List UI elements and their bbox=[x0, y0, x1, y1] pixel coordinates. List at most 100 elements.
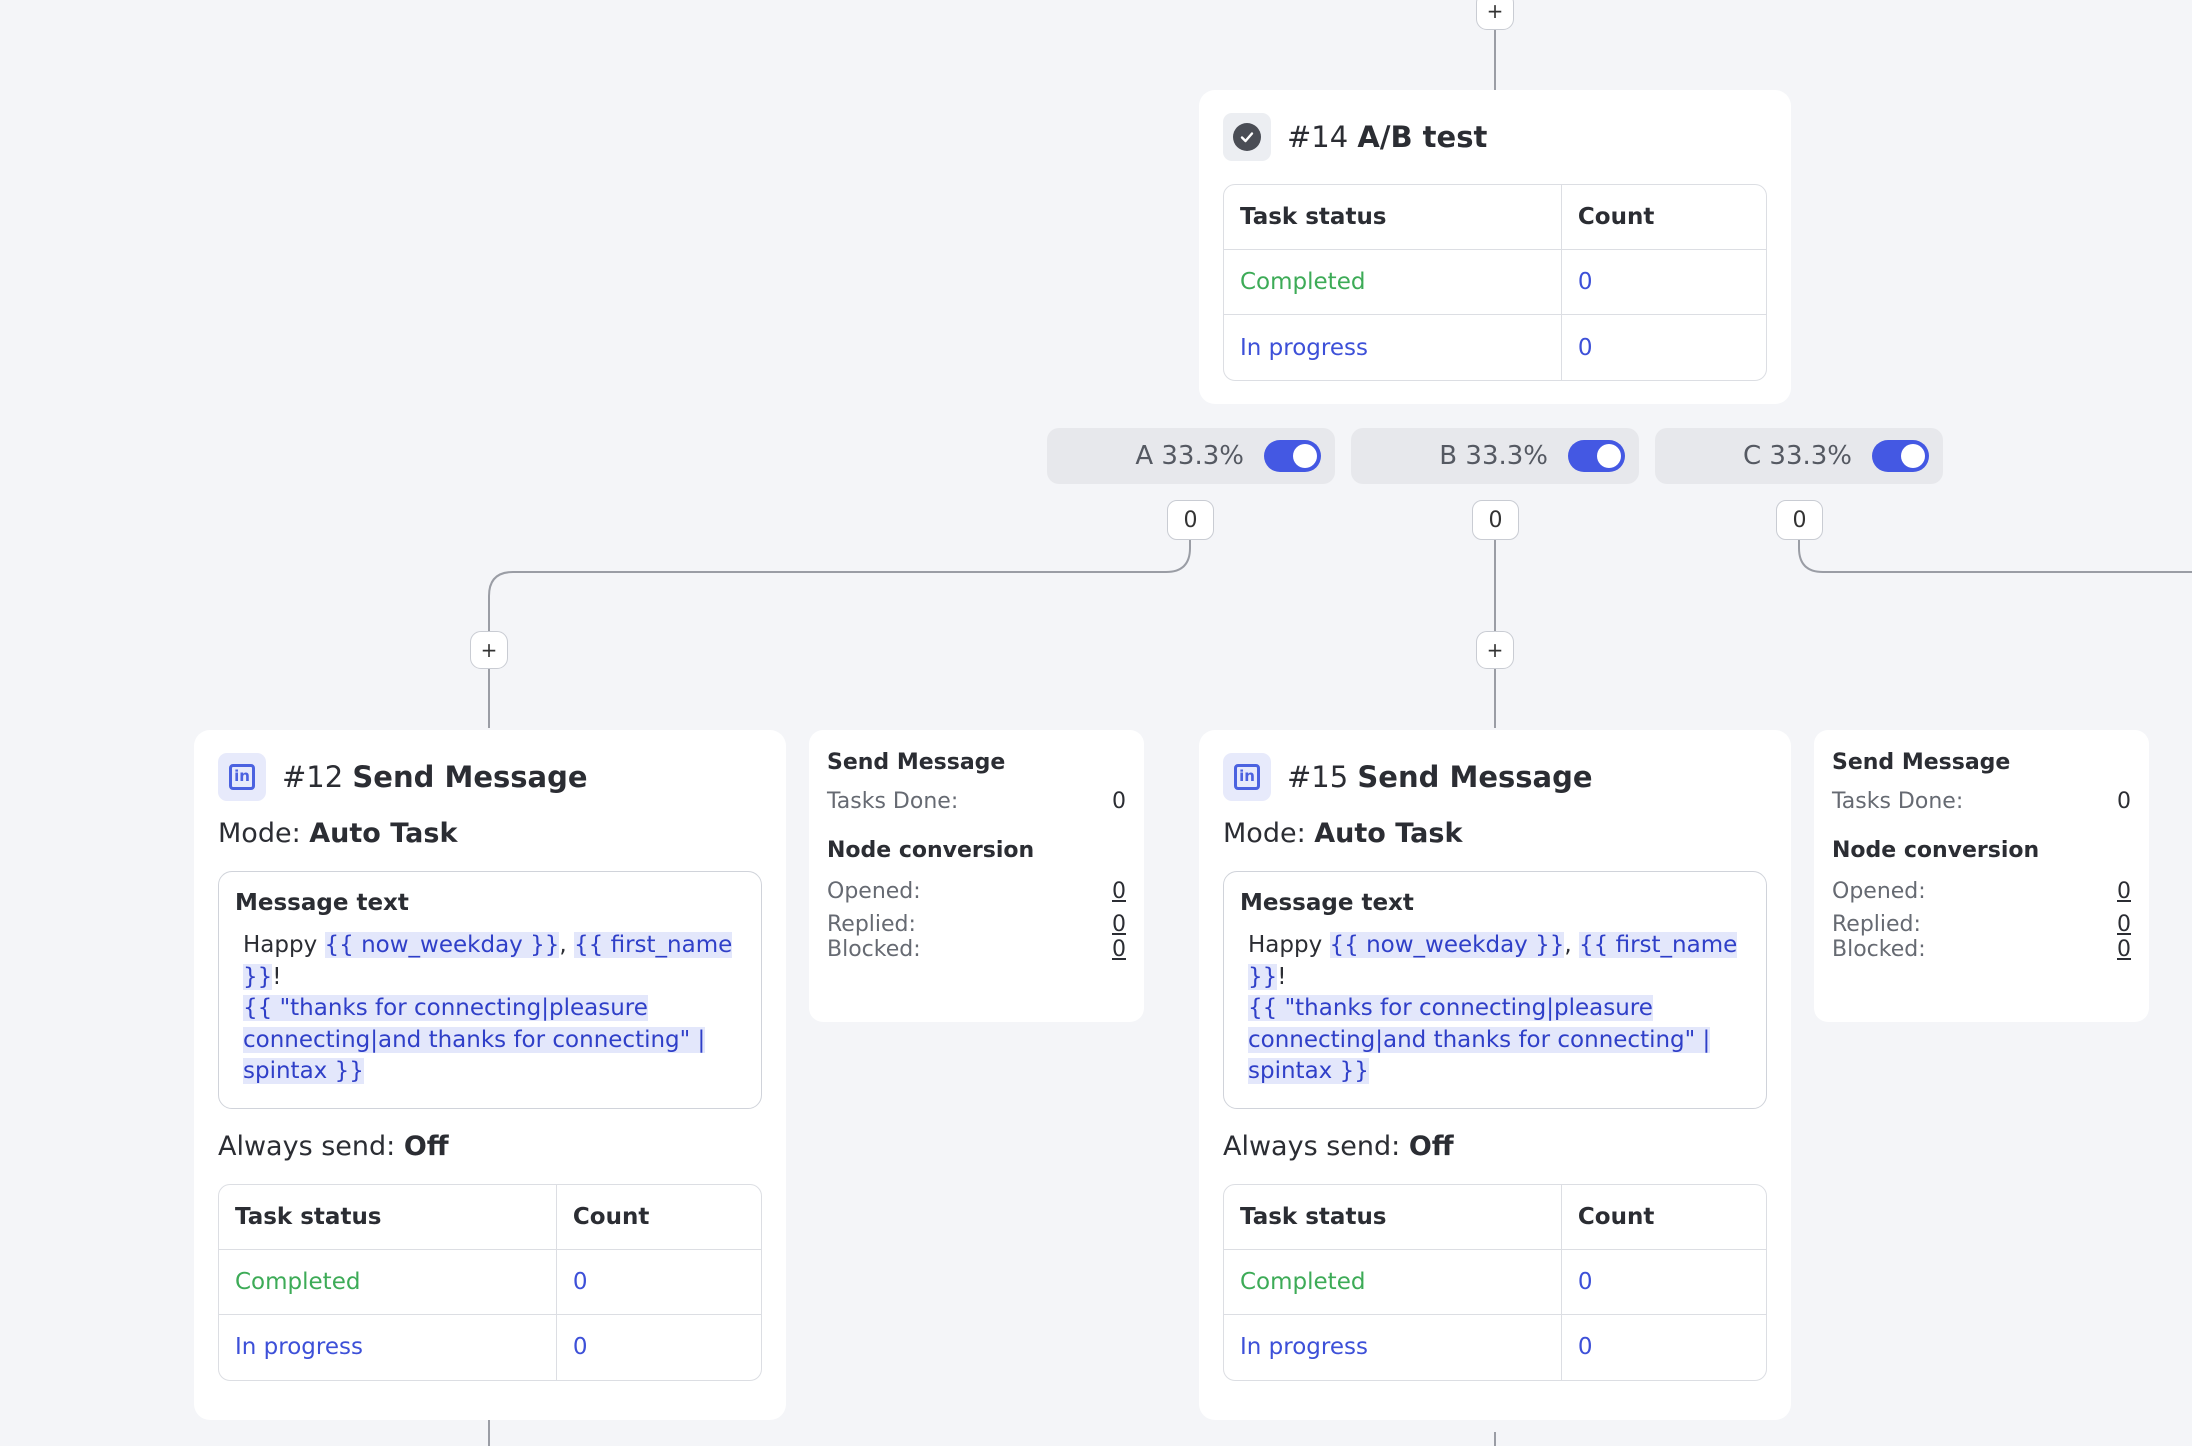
variant-a-count[interactable]: 0 bbox=[1167, 500, 1214, 540]
mode-value: Auto Task bbox=[309, 818, 458, 849]
variable-now-weekday: {{ now_weekday }} bbox=[1329, 932, 1565, 958]
count-in-progress[interactable]: 0 bbox=[572, 1334, 588, 1360]
send-message-stats-15: Send Message Tasks Done: 0 Node conversi… bbox=[1814, 730, 2149, 1022]
count-in-progress[interactable]: 0 bbox=[1577, 1334, 1593, 1360]
node-name: Send Message bbox=[352, 760, 588, 794]
status-completed: Completed bbox=[1224, 1249, 1562, 1315]
message-text-label: Message text bbox=[235, 890, 409, 916]
send-message-stats-12: Send Message Tasks Done: 0 Node conversi… bbox=[809, 730, 1144, 1022]
opened-row: Opened: 0 bbox=[1832, 879, 2131, 904]
connector-branch-c bbox=[1798, 540, 2192, 573]
variant-b-toggle[interactable] bbox=[1568, 440, 1625, 472]
status-in-progress: In progress bbox=[1224, 1314, 1562, 1380]
variable-now-weekday: {{ now_weekday }} bbox=[324, 932, 560, 958]
linkedin-icon: in bbox=[1223, 753, 1271, 801]
ab-test-node[interactable]: #14 A/B test Task status Count Completed… bbox=[1199, 90, 1791, 404]
table-row: In progress 0 bbox=[219, 1314, 761, 1380]
count-completed[interactable]: 0 bbox=[1561, 250, 1766, 315]
table-row: Completed 0 bbox=[219, 1249, 761, 1315]
tasks-done-value: 0 bbox=[2117, 789, 2131, 814]
message-text-label: Message text bbox=[1240, 890, 1414, 916]
col-header-count: Count bbox=[556, 1185, 761, 1250]
always-send-line: Always send: Off bbox=[218, 1131, 762, 1162]
node-name: Send Message bbox=[1357, 760, 1593, 794]
variant-b-count[interactable]: 0 bbox=[1472, 500, 1519, 540]
table-row: Completed 0 bbox=[1224, 250, 1766, 315]
send-message-node-12[interactable]: in #12 Send Message Mode: Auto Task Mess… bbox=[194, 730, 786, 1420]
status-completed: Completed bbox=[1224, 250, 1562, 315]
opened-row: Opened: 0 bbox=[827, 879, 1126, 904]
node-number: #12 bbox=[282, 760, 344, 794]
node-title: #14 A/B test bbox=[1287, 120, 1487, 154]
col-header-count: Count bbox=[1561, 185, 1766, 250]
replied-row: Replied: 0 bbox=[827, 912, 1126, 937]
node-header: in #12 Send Message bbox=[218, 752, 762, 802]
node-title: #15 Send Message bbox=[1287, 760, 1593, 794]
message-text-box: Message text Happy {{ now_weekday }}, {{… bbox=[1223, 871, 1767, 1109]
blocked-value-link[interactable]: 0 bbox=[2117, 937, 2131, 962]
task-status-table: Task status Count Completed 0 In progres… bbox=[218, 1183, 762, 1381]
variant-c-count[interactable]: 0 bbox=[1776, 500, 1823, 540]
node-name: A/B test bbox=[1357, 120, 1488, 154]
add-step-button-top[interactable]: + bbox=[1476, 0, 1514, 30]
task-status-table: Task status Count Completed 0 In progres… bbox=[1223, 1183, 1767, 1381]
col-header-status: Task status bbox=[1224, 1184, 1562, 1250]
tasks-done-value: 0 bbox=[1112, 789, 1126, 814]
send-message-node-15[interactable]: in #15 Send Message Mode: Auto Task Mess… bbox=[1199, 730, 1791, 1420]
col-header-count: Count bbox=[1561, 1185, 1766, 1250]
status-in-progress: In progress bbox=[219, 1314, 557, 1380]
variant-a-toggle[interactable] bbox=[1264, 440, 1321, 472]
replied-label: Replied: bbox=[827, 912, 916, 937]
message-text: Happy {{ now_weekday }}, {{ first_name }… bbox=[1248, 932, 1738, 1084]
variant-a-label: A 33.3% bbox=[1135, 441, 1244, 471]
blocked-label: Blocked: bbox=[827, 937, 921, 962]
replied-value-link[interactable]: 0 bbox=[2117, 912, 2131, 937]
table-row: In progress 0 bbox=[1224, 315, 1766, 380]
table-row: In progress 0 bbox=[1224, 1314, 1766, 1380]
message-text: Happy {{ now_weekday }}, {{ first_name }… bbox=[243, 932, 733, 1084]
always-send-value: Off bbox=[1408, 1130, 1454, 1162]
blocked-row: Blocked: 0 bbox=[1832, 937, 2131, 962]
node-conversion-title: Node conversion bbox=[1832, 838, 2040, 863]
node-header: #14 A/B test bbox=[1223, 112, 1767, 162]
stats-title: Send Message bbox=[1832, 750, 2011, 775]
message-text-box: Message text Happy {{ now_weekday }}, {{… bbox=[218, 871, 762, 1109]
table-row: Completed 0 bbox=[1224, 1249, 1766, 1315]
count-in-progress[interactable]: 0 bbox=[1577, 334, 1593, 361]
always-send-label: Always send: bbox=[1223, 1130, 1401, 1162]
variant-b-label: B 33.3% bbox=[1439, 441, 1548, 471]
status-in-progress: In progress bbox=[1224, 315, 1562, 380]
variant-a-pill: A 33.3% bbox=[1047, 428, 1335, 484]
stats-title: Send Message bbox=[827, 750, 1006, 775]
count-completed[interactable]: 0 bbox=[556, 1250, 761, 1315]
variable-spintax: {{ "thanks for connecting|pleasure conne… bbox=[243, 995, 706, 1084]
node-number: #14 bbox=[1287, 120, 1349, 154]
connector-branch-a bbox=[488, 540, 1191, 728]
node-title: #12 Send Message bbox=[282, 760, 588, 794]
add-step-button-a[interactable]: + bbox=[470, 631, 508, 669]
replied-label: Replied: bbox=[1832, 912, 1921, 937]
node-conversion-title: Node conversion bbox=[827, 838, 1035, 863]
always-send-label: Always send: bbox=[218, 1130, 396, 1162]
linkedin-icon: in bbox=[218, 753, 266, 801]
add-step-button-b[interactable]: + bbox=[1476, 631, 1514, 669]
replied-value-link[interactable]: 0 bbox=[1112, 912, 1126, 937]
tasks-done-label: Tasks Done: bbox=[827, 789, 959, 814]
col-header-status: Task status bbox=[1224, 185, 1562, 250]
count-completed[interactable]: 0 bbox=[1561, 1250, 1766, 1315]
variant-b-pill: B 33.3% bbox=[1351, 428, 1639, 484]
tasks-done-row: Tasks Done: 0 bbox=[827, 789, 1126, 814]
always-send-value: Off bbox=[403, 1130, 449, 1162]
task-status-table: Task status Count Completed 0 In progres… bbox=[1223, 184, 1767, 381]
variant-c-toggle[interactable] bbox=[1872, 440, 1929, 472]
tasks-done-label: Tasks Done: bbox=[1832, 789, 1964, 814]
opened-value-link[interactable]: 0 bbox=[1112, 879, 1126, 904]
mode-line: Mode: Auto Task bbox=[1223, 818, 1767, 849]
opened-label: Opened: bbox=[827, 879, 921, 904]
blocked-label: Blocked: bbox=[1832, 937, 1926, 962]
blocked-value-link[interactable]: 0 bbox=[1112, 937, 1126, 962]
mode-line: Mode: Auto Task bbox=[218, 818, 762, 849]
variant-c-pill: C 33.3% bbox=[1655, 428, 1943, 484]
opened-value-link[interactable]: 0 bbox=[2117, 879, 2131, 904]
